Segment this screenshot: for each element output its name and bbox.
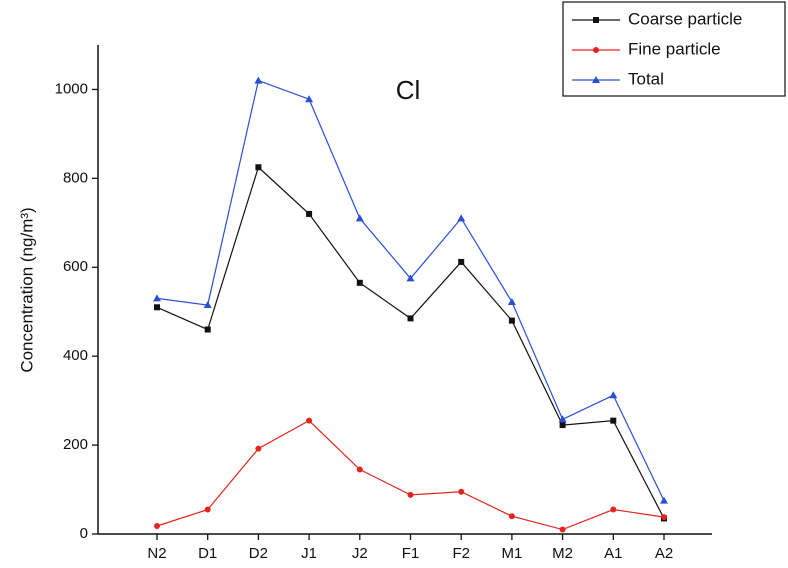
x-tick-label: A1 bbox=[604, 545, 622, 562]
marker bbox=[306, 417, 313, 424]
marker bbox=[306, 210, 313, 217]
marker bbox=[458, 488, 465, 495]
marker bbox=[610, 417, 617, 424]
marker bbox=[508, 317, 515, 324]
y-tick-label: 800 bbox=[63, 169, 88, 186]
series-line bbox=[156, 79, 665, 501]
marker bbox=[592, 76, 600, 83]
marker bbox=[593, 47, 599, 53]
marker bbox=[153, 294, 161, 302]
marker bbox=[406, 274, 415, 282]
marker bbox=[407, 315, 414, 322]
marker bbox=[305, 95, 314, 103]
y-tick-label: 0 bbox=[80, 525, 88, 542]
legend-label: Fine particle bbox=[628, 39, 721, 58]
marker bbox=[559, 526, 566, 533]
annotation: Cl bbox=[396, 75, 421, 105]
y-axis-label: Concentration (ng/m³) bbox=[17, 207, 36, 372]
marker bbox=[609, 391, 618, 399]
marker bbox=[661, 514, 667, 521]
series-line bbox=[156, 419, 665, 531]
y-tick-label: 400 bbox=[63, 347, 88, 364]
marker bbox=[204, 506, 211, 513]
x-tick-label: D2 bbox=[249, 545, 268, 562]
x-tick-label: D1 bbox=[198, 545, 217, 562]
marker bbox=[203, 301, 212, 309]
y-tick-label: 600 bbox=[63, 258, 88, 275]
x-tick-label: N2 bbox=[147, 545, 166, 562]
marker bbox=[507, 297, 516, 305]
legend-label: Coarse particle bbox=[628, 9, 742, 28]
marker bbox=[457, 214, 466, 222]
x-tick-label: M2 bbox=[552, 545, 573, 562]
marker bbox=[154, 304, 160, 311]
x-tick-label: F1 bbox=[402, 545, 420, 562]
y-tick-label: 1000 bbox=[55, 80, 88, 97]
x-tick-label: F2 bbox=[452, 545, 470, 562]
marker bbox=[407, 491, 414, 498]
marker bbox=[255, 164, 262, 171]
legend-box bbox=[562, 1, 786, 97]
marker bbox=[610, 506, 617, 513]
series-line bbox=[156, 166, 665, 519]
marker bbox=[204, 326, 211, 333]
marker bbox=[255, 445, 262, 452]
marker bbox=[558, 415, 567, 423]
marker bbox=[660, 496, 668, 504]
marker bbox=[593, 17, 599, 23]
marker bbox=[458, 258, 465, 265]
marker bbox=[559, 422, 566, 429]
marker bbox=[355, 214, 364, 222]
x-tick-label: J1 bbox=[301, 545, 317, 562]
x-tick-label: J2 bbox=[352, 545, 368, 562]
marker bbox=[154, 522, 160, 529]
x-tick-label: A2 bbox=[655, 545, 673, 562]
x-tick-label: M1 bbox=[501, 545, 522, 562]
marker bbox=[356, 466, 363, 473]
marker bbox=[508, 513, 515, 520]
legend-label: Total bbox=[628, 69, 664, 88]
marker bbox=[254, 76, 263, 84]
marker bbox=[356, 279, 363, 286]
y-tick-label: 200 bbox=[63, 436, 88, 453]
